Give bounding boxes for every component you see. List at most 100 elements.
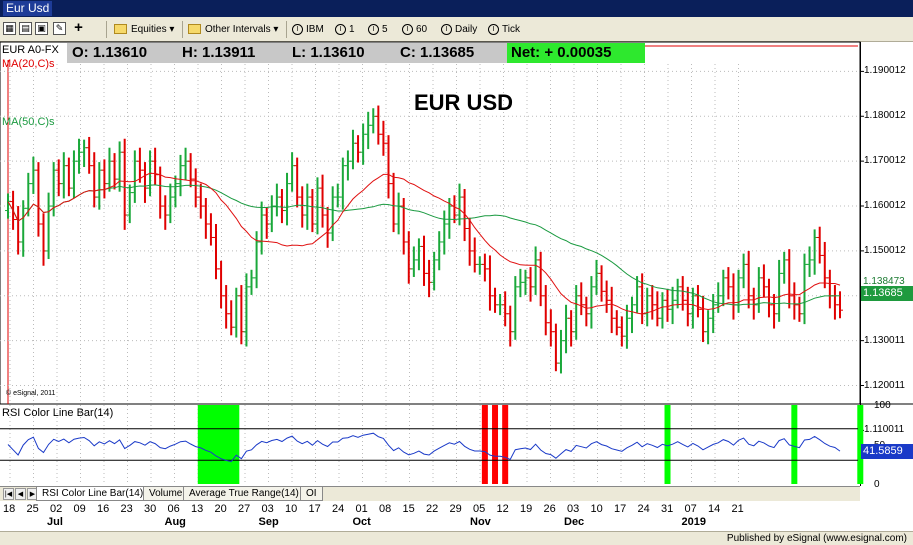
time-tick-label: 24 [637, 503, 650, 515]
time-tick-label: 10 [285, 503, 298, 515]
rsi-oversold-zone [791, 405, 798, 484]
last-price-tag: 1.13685 [861, 286, 913, 301]
rsi-oversold-zone [207, 405, 214, 484]
price-tick-label: 1.120011 [864, 379, 905, 391]
time-month-label: Sep [258, 516, 279, 528]
rsi-oversold-zone [233, 405, 240, 484]
open-value: O: 1.13610 [72, 44, 148, 61]
time-tick-label: 21 [731, 503, 744, 515]
time-tick-label: 09 [73, 503, 86, 515]
time-tick-label: 24 [332, 503, 345, 515]
tab-oi[interactable]: OI [300, 487, 323, 501]
price-tick-label: 1.110011 [864, 424, 905, 436]
ma20-line [7, 172, 841, 315]
link-icon[interactable]: ▦ [3, 22, 16, 35]
time-tick-label: 14 [708, 503, 721, 515]
close-value: C: 1.13685 [400, 44, 475, 61]
time-tick-label: 26 [543, 503, 556, 515]
toolbar-separator [106, 21, 107, 38]
time-tick-label: 23 [120, 503, 133, 515]
rsi-oversold-zone [857, 405, 864, 484]
title-bar: Eur Usd [0, 0, 913, 17]
time-tick-label: 19 [520, 503, 533, 515]
time-tick-label: 31 [661, 503, 674, 515]
rsi-overbought-zone [492, 405, 499, 484]
interval-icon: I [402, 23, 413, 35]
time-month-label: Nov [470, 516, 491, 528]
folder-icon [114, 24, 127, 35]
toolbar: ▦ ▤ ▣ ✎ + Equities ▾ Other Intervals ▾ I… [0, 17, 913, 42]
page-icon[interactable]: ▣ [35, 22, 48, 35]
rsi-oversold-zone [223, 405, 230, 484]
time-tick-label: 10 [590, 503, 603, 515]
interval-tick-button[interactable]: I Tick [488, 22, 520, 37]
price-tick-label: 1.160012 [864, 200, 906, 211]
equities-menu[interactable]: Equities ▾ [114, 22, 174, 37]
ma50-legend[interactable]: MA(50,C)s [2, 116, 55, 128]
time-tick-label: 29 [449, 503, 462, 515]
rsi-overbought-zone [502, 405, 509, 484]
net-change: Net: + 0.00035 [507, 43, 645, 63]
rsi-oversold-zone [218, 405, 225, 484]
time-tick-label: 20 [214, 503, 227, 515]
time-month-label: Oct [352, 516, 371, 528]
time-tick-label: 30 [144, 503, 157, 515]
rsi-overbought-zone [481, 405, 488, 484]
rsi-oversold-zone [202, 405, 209, 484]
price-tick-label: 1.150012 [864, 244, 906, 256]
time-tick-label: 16 [97, 503, 110, 515]
rsi-tick-label: 100 [874, 400, 891, 411]
toolbar-separator [286, 21, 287, 38]
ma20-legend[interactable]: MA(20,C)s [2, 58, 55, 70]
tab-atr[interactable]: Average True Range(14) [183, 487, 305, 501]
equities-label: Equities [131, 24, 167, 35]
publisher-text: Published by eSignal (www.esignal.com) [726, 533, 907, 544]
time-tick-label: 27 [238, 503, 251, 515]
add-icon[interactable]: + [74, 19, 83, 36]
quote-bar: O: 1.13610 H: 1.13911 L: 1.13610 C: 1.13… [67, 43, 507, 63]
tab-rsi[interactable]: RSI Color Line Bar(14) [36, 487, 150, 501]
symbol-chart-icon[interactable]: ▤ [19, 22, 32, 35]
time-tick-label: 06 [167, 503, 180, 515]
time-month-label: 2019 [681, 516, 706, 528]
rsi-oversold-zone [213, 405, 219, 484]
rsi-tick-label: 0 [874, 479, 880, 490]
interval-60-label: 60 [416, 24, 428, 35]
interval-ibm-button[interactable]: I IBM [292, 22, 324, 37]
time-tick-label: 18 [3, 503, 16, 515]
tab-prev-icon[interactable]: ◀ [15, 488, 26, 500]
study-tabs: |◀ ◀ ▶ RSI Color Line Bar(14) Volume Ave… [0, 486, 860, 501]
interval-icon: I [488, 23, 499, 35]
symbol-label[interactable]: EUR A0-FX [2, 44, 59, 56]
time-tick-label: 13 [191, 503, 204, 515]
tab-first-icon[interactable]: |◀ [3, 488, 14, 500]
time-tick-label: 01 [355, 503, 368, 515]
high-value: H: 1.13911 [182, 44, 256, 61]
price-tick-label: 1.180012 [864, 110, 906, 122]
copyright-text: © eSignal, 2011 [6, 390, 56, 397]
time-tick-label: 17 [614, 503, 627, 515]
time-axis[interactable]: 18 25 02 09 16 23 30 06 13 20 27 03 10 17 24 01 08 15 22 29… [0, 501, 860, 531]
other-intervals-menu[interactable]: Other Intervals ▾ [188, 22, 278, 37]
interval-60-button[interactable]: I 60 [402, 22, 427, 37]
interval-daily-button[interactable]: I Daily [441, 22, 477, 37]
price-tick-label: 1.170012 [864, 155, 906, 167]
price-tick-label: 1.130011 [864, 334, 905, 346]
notes-icon[interactable]: ✎ [53, 22, 66, 35]
folder-icon [188, 24, 201, 35]
interval-ibm-label: IBM [306, 24, 324, 35]
tab-volume[interactable]: Volume [143, 487, 189, 501]
interval-icon: I [292, 23, 303, 35]
ma50-line [7, 184, 841, 306]
interval-tick-label: Tick [502, 24, 520, 35]
status-bar: Published by eSignal (www.esignal.com) [0, 531, 913, 545]
rsi-oversold-zone [228, 405, 235, 484]
time-tick-label: 17 [308, 503, 321, 515]
rsi-oversold-zone [197, 405, 204, 484]
rsi-legend[interactable]: RSI Color Line Bar(14) [2, 407, 114, 419]
rsi-oversold-zone [664, 405, 671, 484]
